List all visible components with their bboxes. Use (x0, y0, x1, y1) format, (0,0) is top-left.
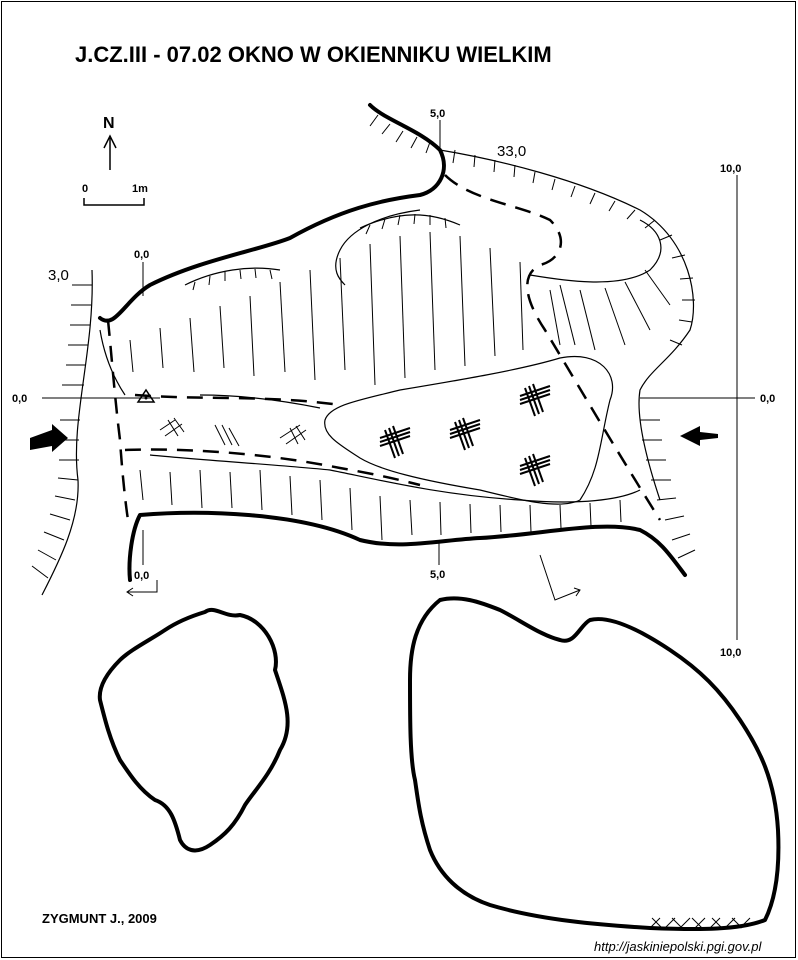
ledge-arc (359, 214, 461, 229)
height-right-zero: 0,0 (760, 393, 775, 405)
north-label: N (103, 115, 115, 132)
left-wall (31, 269, 93, 596)
scale-start-label: 0 (82, 183, 88, 195)
rubble-symbols (159, 417, 307, 447)
entrance-arrow-right (680, 424, 718, 446)
author-label: ZYGMUNT J., 2009 (42, 911, 157, 926)
height-right-top: 10,0 (720, 163, 741, 175)
upper-ledge-arc (184, 267, 281, 286)
source-url: http://jaskiniepolski.pgi.gov.pl (594, 939, 763, 954)
dashed-lines (106, 174, 662, 521)
map-title: J.CZ.III - 07.02 OKNO W OKIENNIKU WIELKI… (75, 42, 552, 67)
height-upper-zero: 0,0 (134, 249, 149, 261)
cross-section-floor-hatch (649, 917, 751, 929)
height-bottom-zero: 0,0 (134, 570, 149, 582)
scale-bar: 0 1m (82, 183, 148, 206)
cave-outline (98, 103, 695, 582)
ledge-hatch (365, 213, 447, 235)
height-left-top: 3,0 (48, 267, 69, 284)
entrance-arrow-left (30, 424, 68, 452)
height-right-bottom: 10,0 (720, 647, 741, 659)
block-symbols (379, 383, 551, 487)
slope-lines (129, 231, 671, 541)
survey-point-icon (136, 388, 156, 403)
height-left-zero: 0,0 (12, 393, 27, 405)
cross-section-left (97, 607, 290, 853)
height-top-right: 33,0 (497, 143, 526, 160)
scale-end-label: 1m (132, 183, 148, 195)
top-right-wall-hatch (369, 114, 696, 559)
section-lines: 5,0 33,0 10,0 0,0 10,0 0,0 0,0 3,0 0,0 5… (12, 108, 775, 659)
north-arrow: N (103, 115, 117, 170)
cross-section-right (408, 596, 781, 932)
height-bottom-mid: 5,0 (430, 569, 445, 581)
upper-ledge-hatch (192, 268, 273, 291)
height-top-mid: 5,0 (430, 108, 445, 120)
